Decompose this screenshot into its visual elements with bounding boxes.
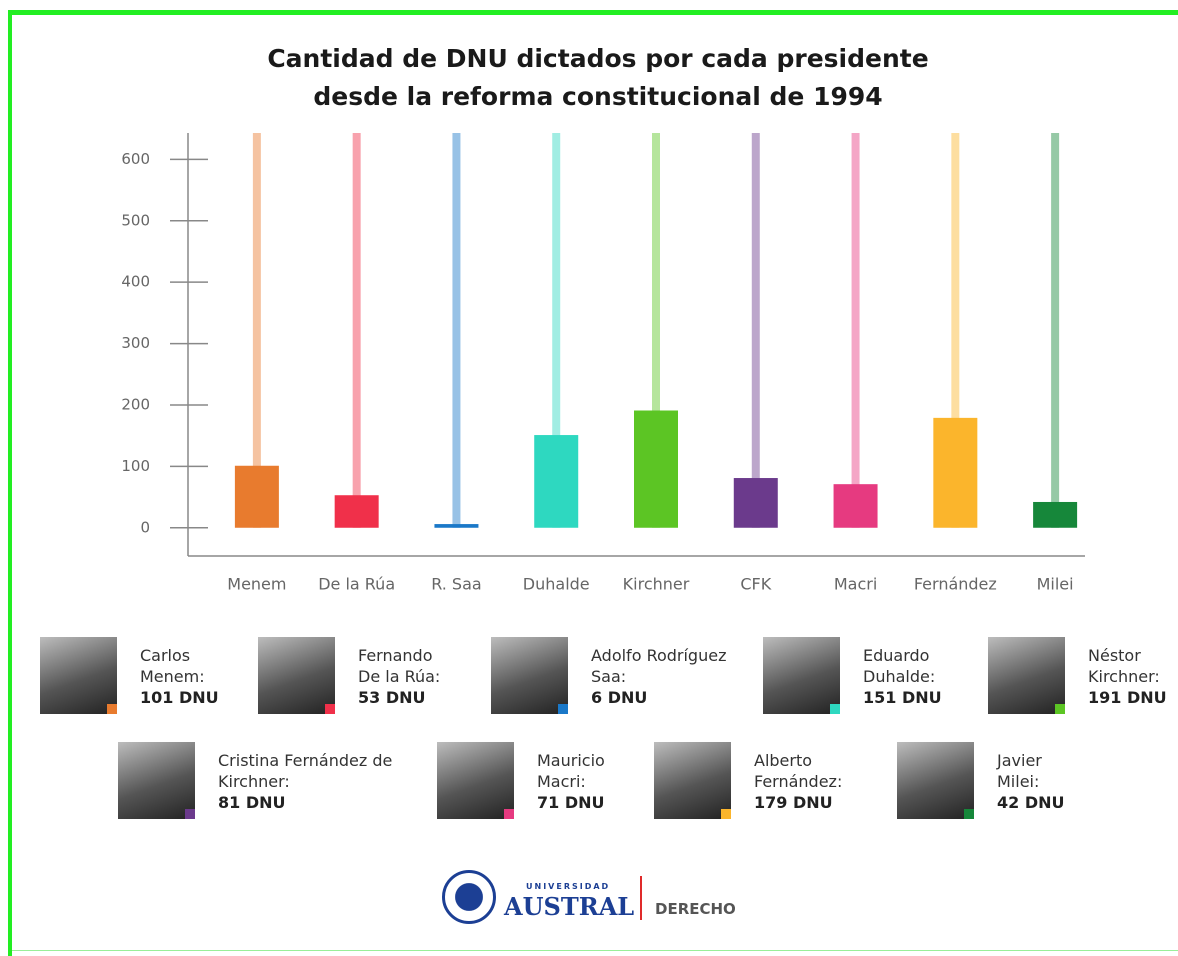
president-name: Fernando De la Rúa: <box>358 646 440 686</box>
bar-track <box>353 133 361 528</box>
bar-track <box>752 133 760 528</box>
legend-text: Mauricio Macri:71 DNU <box>537 750 627 813</box>
portrait <box>654 742 731 819</box>
legend-text: Cristina Fernández de Kirchner:81 DNU <box>218 750 408 813</box>
value-label: 6 DNU <box>591 687 741 708</box>
separator <box>640 876 642 920</box>
x-tick-label: Duhalde <box>523 575 590 594</box>
value-label: 191 DNU <box>1088 687 1178 708</box>
color-swatch <box>830 704 840 714</box>
bar <box>933 418 977 528</box>
color-swatch <box>325 704 335 714</box>
footer-logo: UNIVERSIDAD AUSTRAL DERECHO <box>440 868 780 938</box>
portrait <box>897 742 974 819</box>
value-label: 101 DNU <box>140 687 230 708</box>
bar <box>235 466 279 528</box>
color-swatch <box>107 704 117 714</box>
bar <box>734 478 778 528</box>
x-tick-label: R. Saa <box>431 575 481 594</box>
x-tick-label: Macri <box>834 575 877 594</box>
y-tick-label: 600 <box>121 150 150 168</box>
portrait <box>437 742 514 819</box>
logo-text: AUSTRAL <box>504 892 634 921</box>
value-label: 179 DNU <box>754 792 864 813</box>
color-swatch <box>504 809 514 819</box>
bar <box>534 435 578 528</box>
legend-text: Alberto Fernández:179 DNU <box>754 750 864 813</box>
y-tick-label: 100 <box>121 457 150 475</box>
color-swatch <box>1055 704 1065 714</box>
y-tick-label: 0 <box>140 518 150 536</box>
x-tick-label: Kirchner <box>623 575 690 594</box>
president-name: Javier Milei: <box>997 751 1042 791</box>
bar-track <box>1051 133 1059 528</box>
bar <box>634 410 678 527</box>
x-tick-label: Menem <box>227 575 286 594</box>
x-tick-label: Milei <box>1037 575 1074 594</box>
value-label: 71 DNU <box>537 792 627 813</box>
y-tick-label: 200 <box>121 395 150 413</box>
chart: 0 100 200 300 400 500 600 Menem De la Rúa R. Saa D… <box>0 0 1178 620</box>
president-name: Alberto Fernández: <box>754 751 842 791</box>
value-label: 151 DNU <box>863 687 963 708</box>
legend-text: Fernando De la Rúa:53 DNU <box>358 645 458 708</box>
x-tick-label: Fernández <box>914 575 997 594</box>
x-tick-label: CFK <box>740 575 771 594</box>
bar-track <box>852 133 860 528</box>
value-label: 42 DNU <box>997 792 1087 813</box>
bar-track <box>452 133 460 528</box>
portrait <box>763 637 840 714</box>
bar <box>335 495 379 528</box>
x-tick-label: De la Rúa <box>318 575 395 594</box>
portrait <box>40 637 117 714</box>
value-label: 81 DNU <box>218 792 408 813</box>
logo-text: DERECHO <box>655 900 736 918</box>
bar <box>1033 502 1077 528</box>
color-swatch <box>558 704 568 714</box>
president-name: Eduardo Duhalde: <box>863 646 935 686</box>
legend-text: Adolfo Rodríguez Saa:6 DNU <box>591 645 741 708</box>
bar <box>834 484 878 528</box>
president-name: Carlos Menem: <box>140 646 205 686</box>
president-name: Mauricio Macri: <box>537 751 605 791</box>
legend-text: Eduardo Duhalde:151 DNU <box>863 645 963 708</box>
president-name: Néstor Kirchner: <box>1088 646 1160 686</box>
portrait <box>258 637 335 714</box>
color-swatch <box>185 809 195 819</box>
portrait <box>491 637 568 714</box>
y-tick-label: 400 <box>121 273 150 291</box>
legend-text: Néstor Kirchner:191 DNU <box>1088 645 1178 708</box>
page: {"chart_data": {"type": "bar", "title": … <box>0 0 1178 956</box>
portrait <box>118 742 195 819</box>
logo-emblem <box>442 870 496 924</box>
value-label: 53 DNU <box>358 687 458 708</box>
frame <box>12 950 1178 951</box>
portrait <box>988 637 1065 714</box>
y-tick-label: 300 <box>121 334 150 352</box>
president-name: Adolfo Rodríguez Saa: <box>591 646 726 686</box>
logo-text: UNIVERSIDAD <box>526 882 610 891</box>
y-tick-label: 500 <box>121 211 150 229</box>
legend-text: Carlos Menem:101 DNU <box>140 645 230 708</box>
legend-text: Javier Milei:42 DNU <box>997 750 1087 813</box>
bar <box>434 524 478 528</box>
color-swatch <box>964 809 974 819</box>
color-swatch <box>721 809 731 819</box>
president-name: Cristina Fernández de Kirchner: <box>218 751 392 791</box>
